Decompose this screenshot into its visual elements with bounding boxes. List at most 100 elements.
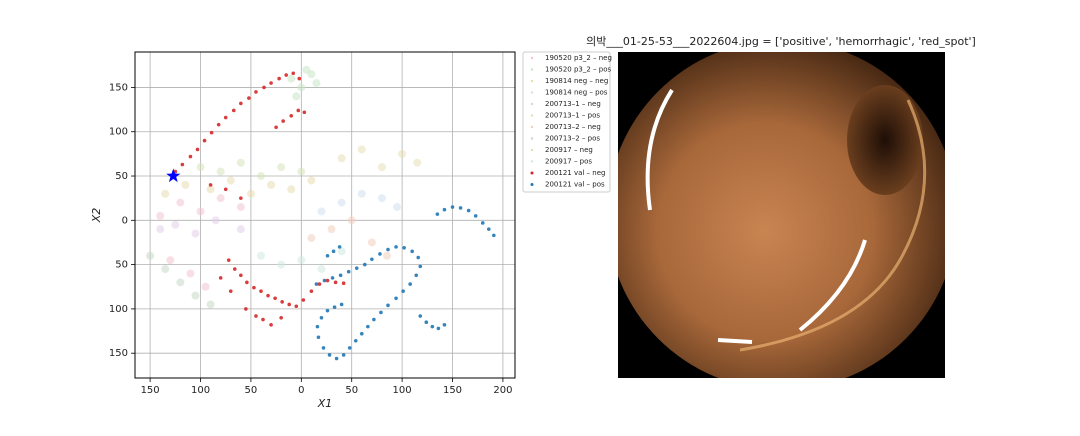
scatter-point: [274, 125, 278, 130]
scatter-point: [171, 220, 180, 229]
y-tick-label: 150: [109, 348, 128, 359]
scatter-point: [341, 353, 346, 357]
scatter-point: [297, 256, 306, 265]
scatter-point: [430, 324, 435, 329]
scatter-point: [473, 214, 478, 218]
scatter-point: [325, 278, 330, 283]
scatter-point: [317, 265, 326, 274]
scatter-point: [231, 108, 236, 113]
legend-label: 200713–2 – neg: [545, 123, 601, 131]
legend-marker: [530, 148, 534, 152]
scatter-point: [302, 110, 307, 115]
x-tick-label: 150: [141, 385, 160, 396]
legend: 190520 p3_2 – neg 190520 p3_2 – pos 190814…: [522, 51, 612, 193]
scatter-point: [327, 225, 336, 234]
legend-marker: [530, 91, 534, 94]
scatter-point: [297, 167, 306, 176]
scatter-point: [208, 183, 213, 187]
scatter-point: [236, 203, 245, 212]
scatter-point: [393, 203, 402, 212]
scatter-point: [284, 73, 288, 77]
scatter-point: [321, 346, 326, 350]
legend-items: 190520 p3_2 – neg 190520 p3_2 – pos 190814…: [530, 54, 612, 189]
legend-marker: [530, 160, 534, 163]
scatter-point: [239, 273, 243, 278]
scatter-point: [294, 304, 299, 309]
scatter-point: [379, 310, 383, 315]
scatter-point: [301, 298, 306, 302]
scatter-point: [413, 158, 422, 167]
scatter-point: [302, 65, 311, 74]
scatter-point: [216, 122, 221, 127]
scatter-point: [256, 172, 265, 181]
scatter-point: [277, 163, 286, 172]
scatter-point: [359, 331, 364, 336]
scatter-point: [309, 289, 314, 293]
scatter-point: [450, 205, 455, 209]
scatter-point: [281, 119, 285, 123]
legend-box: [522, 51, 611, 193]
scatter-point: [416, 255, 421, 260]
legend-label: 190520 p3_2 – neg: [545, 54, 612, 62]
scatter-point: [316, 335, 321, 340]
scatter-point: [357, 145, 366, 154]
scatter-point: [287, 302, 292, 307]
scatter-point: [277, 260, 286, 269]
y-tick-label: 150: [109, 82, 128, 93]
legend-marker: [530, 171, 534, 175]
scatter-point: [322, 278, 327, 283]
legend-marker: [530, 79, 534, 83]
legend-label: 190814 neg – neg: [545, 77, 608, 85]
scatter-point: [216, 167, 225, 176]
scatter-point: [372, 317, 376, 322]
scatter-point: [273, 296, 277, 301]
scatter-point: [363, 262, 367, 267]
scatter-point: [191, 229, 200, 238]
scatter-point: [161, 265, 170, 274]
scatter-point: [209, 130, 214, 135]
scatter-point: [254, 90, 258, 94]
scatter-point: [226, 176, 235, 185]
x-axis-label: X1: [317, 397, 333, 410]
legend-label: 190520 p3_2 – pos: [545, 66, 611, 74]
scatter-point: [353, 338, 358, 343]
scatter-point: [256, 251, 265, 260]
x-tick-label: 200: [493, 385, 512, 396]
scatter-point: [202, 138, 207, 143]
scatter-point: [287, 185, 296, 194]
scatter-point: [386, 303, 390, 308]
scatter-point: [486, 227, 491, 231]
scatter-point: [196, 163, 205, 172]
scatter-point: [239, 196, 243, 200]
scatter-point: [367, 238, 376, 247]
scatter-point: [337, 154, 346, 163]
scatter-point: [458, 206, 463, 210]
scatter-point: [347, 346, 352, 350]
scatter-point: [296, 108, 301, 113]
scatter-point: [261, 317, 265, 322]
scatter-point: [218, 276, 223, 280]
x-tick-label: 100: [191, 385, 210, 396]
scatter-point: [398, 149, 407, 158]
scatter-point: [216, 194, 225, 203]
scatter-point: [156, 211, 165, 220]
scatter-point: [252, 285, 256, 290]
axes-frame: [134, 51, 516, 379]
scatter-point: [337, 245, 342, 249]
scatter-point: [347, 216, 356, 225]
scatter-point: [382, 251, 391, 260]
scatter-point: [331, 249, 336, 254]
scatter-point: [317, 207, 326, 216]
scatter-point: [408, 282, 412, 286]
scatter-point: [333, 280, 338, 285]
scatter-point: [161, 189, 170, 198]
scatter-point: [357, 189, 366, 198]
scatter-point: [297, 76, 302, 81]
scatter-point: [254, 314, 258, 318]
scatter-point: [277, 76, 281, 81]
x-tick-label: 50: [245, 385, 258, 396]
scatter-point: [442, 323, 447, 327]
scatter-point: [492, 233, 496, 238]
y-tick-label: 50: [115, 171, 128, 182]
scatter-point: [386, 247, 390, 252]
